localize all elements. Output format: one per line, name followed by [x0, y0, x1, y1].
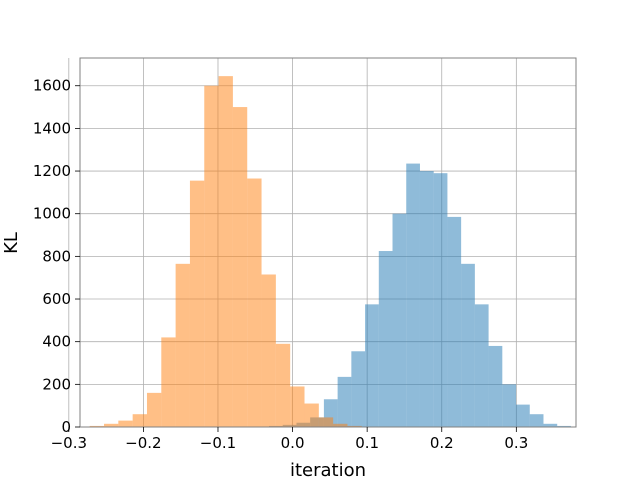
histogram-bar-series-2 [204, 85, 219, 427]
x-tick-label: −0.2 [125, 434, 161, 452]
x-tick-label: 0.1 [355, 434, 379, 452]
axis-ticks: −0.3 −0.2 −0.1 0.0 0.1 0.2 0.3 0 200 400 600 800 100… [33, 77, 528, 452]
histogram-bar-series-2 [247, 178, 262, 427]
histogram-bar-series-1 [557, 425, 571, 427]
histogram-bar-series-2 [104, 423, 119, 427]
histogram-bar-series-1 [351, 351, 366, 427]
histogram-bar-series-2 [189, 180, 205, 427]
histogram-bar-series-1 [529, 414, 544, 427]
histogram-bar-series-1 [419, 171, 434, 427]
histogram-bar-series-1 [378, 251, 393, 427]
histogram-bar-series-2 [290, 386, 305, 427]
y-tick-label: 1200 [33, 162, 71, 180]
x-tick-label: 0.2 [430, 434, 454, 452]
histogram-bar-series-2 [218, 76, 233, 427]
histogram-bar-series-2 [347, 425, 362, 427]
histogram-bar-series-2 [175, 263, 190, 427]
histogram-bar-series-2 [232, 107, 248, 427]
histogram-bar-series-2 [333, 423, 348, 427]
histogram-bar-series-2 [118, 420, 133, 427]
histogram-bar-series-1 [474, 304, 489, 427]
histogram-bar-series-1 [502, 384, 517, 427]
y-tick-label: 1400 [33, 119, 71, 137]
x-tick-label: −0.1 [200, 434, 236, 452]
x-tick-label: −0.3 [51, 434, 87, 452]
x-tick-label: 0.0 [281, 434, 305, 452]
x-tick-label: 0.3 [504, 434, 528, 452]
y-tick-label: 800 [42, 247, 71, 265]
histogram-bar-series-1 [337, 376, 352, 427]
histogram-bar-series-2 [261, 274, 276, 427]
y-tick-label: 200 [42, 375, 71, 393]
histogram-bar-series-1 [461, 263, 475, 427]
histogram-bar-series-2 [132, 414, 147, 427]
y-tick-label: 600 [42, 290, 71, 308]
histogram-bar-series-2 [89, 425, 105, 427]
histogram-bar-series-1 [516, 404, 530, 427]
y-tick-label: 400 [42, 333, 71, 351]
histogram-bars [89, 76, 571, 427]
histogram-bar-series-1 [365, 304, 379, 427]
histogram-bar-series-1 [488, 345, 503, 427]
x-axis-label: iteration [290, 460, 366, 480]
y-tick-label: 0 [61, 418, 71, 436]
y-axis-label: KL [1, 232, 22, 254]
histogram-bar-series-2 [318, 417, 334, 427]
y-tick-label: 1000 [33, 205, 71, 223]
histogram-bar-series-2 [146, 392, 162, 427]
histogram-bar-series-2 [161, 337, 176, 427]
histogram-bar-series-2 [304, 403, 319, 427]
y-tick-label: 1600 [33, 77, 71, 95]
histogram-bar-series-1 [433, 173, 448, 427]
histogram-bar-series-1 [447, 216, 462, 427]
histogram-bar-series-1 [392, 213, 407, 427]
histogram-bar-series-2 [275, 343, 291, 427]
histogram-bar-series-1 [543, 423, 558, 427]
histogram-bar-series-1 [406, 163, 420, 427]
plot-frame [79, 57, 577, 428]
